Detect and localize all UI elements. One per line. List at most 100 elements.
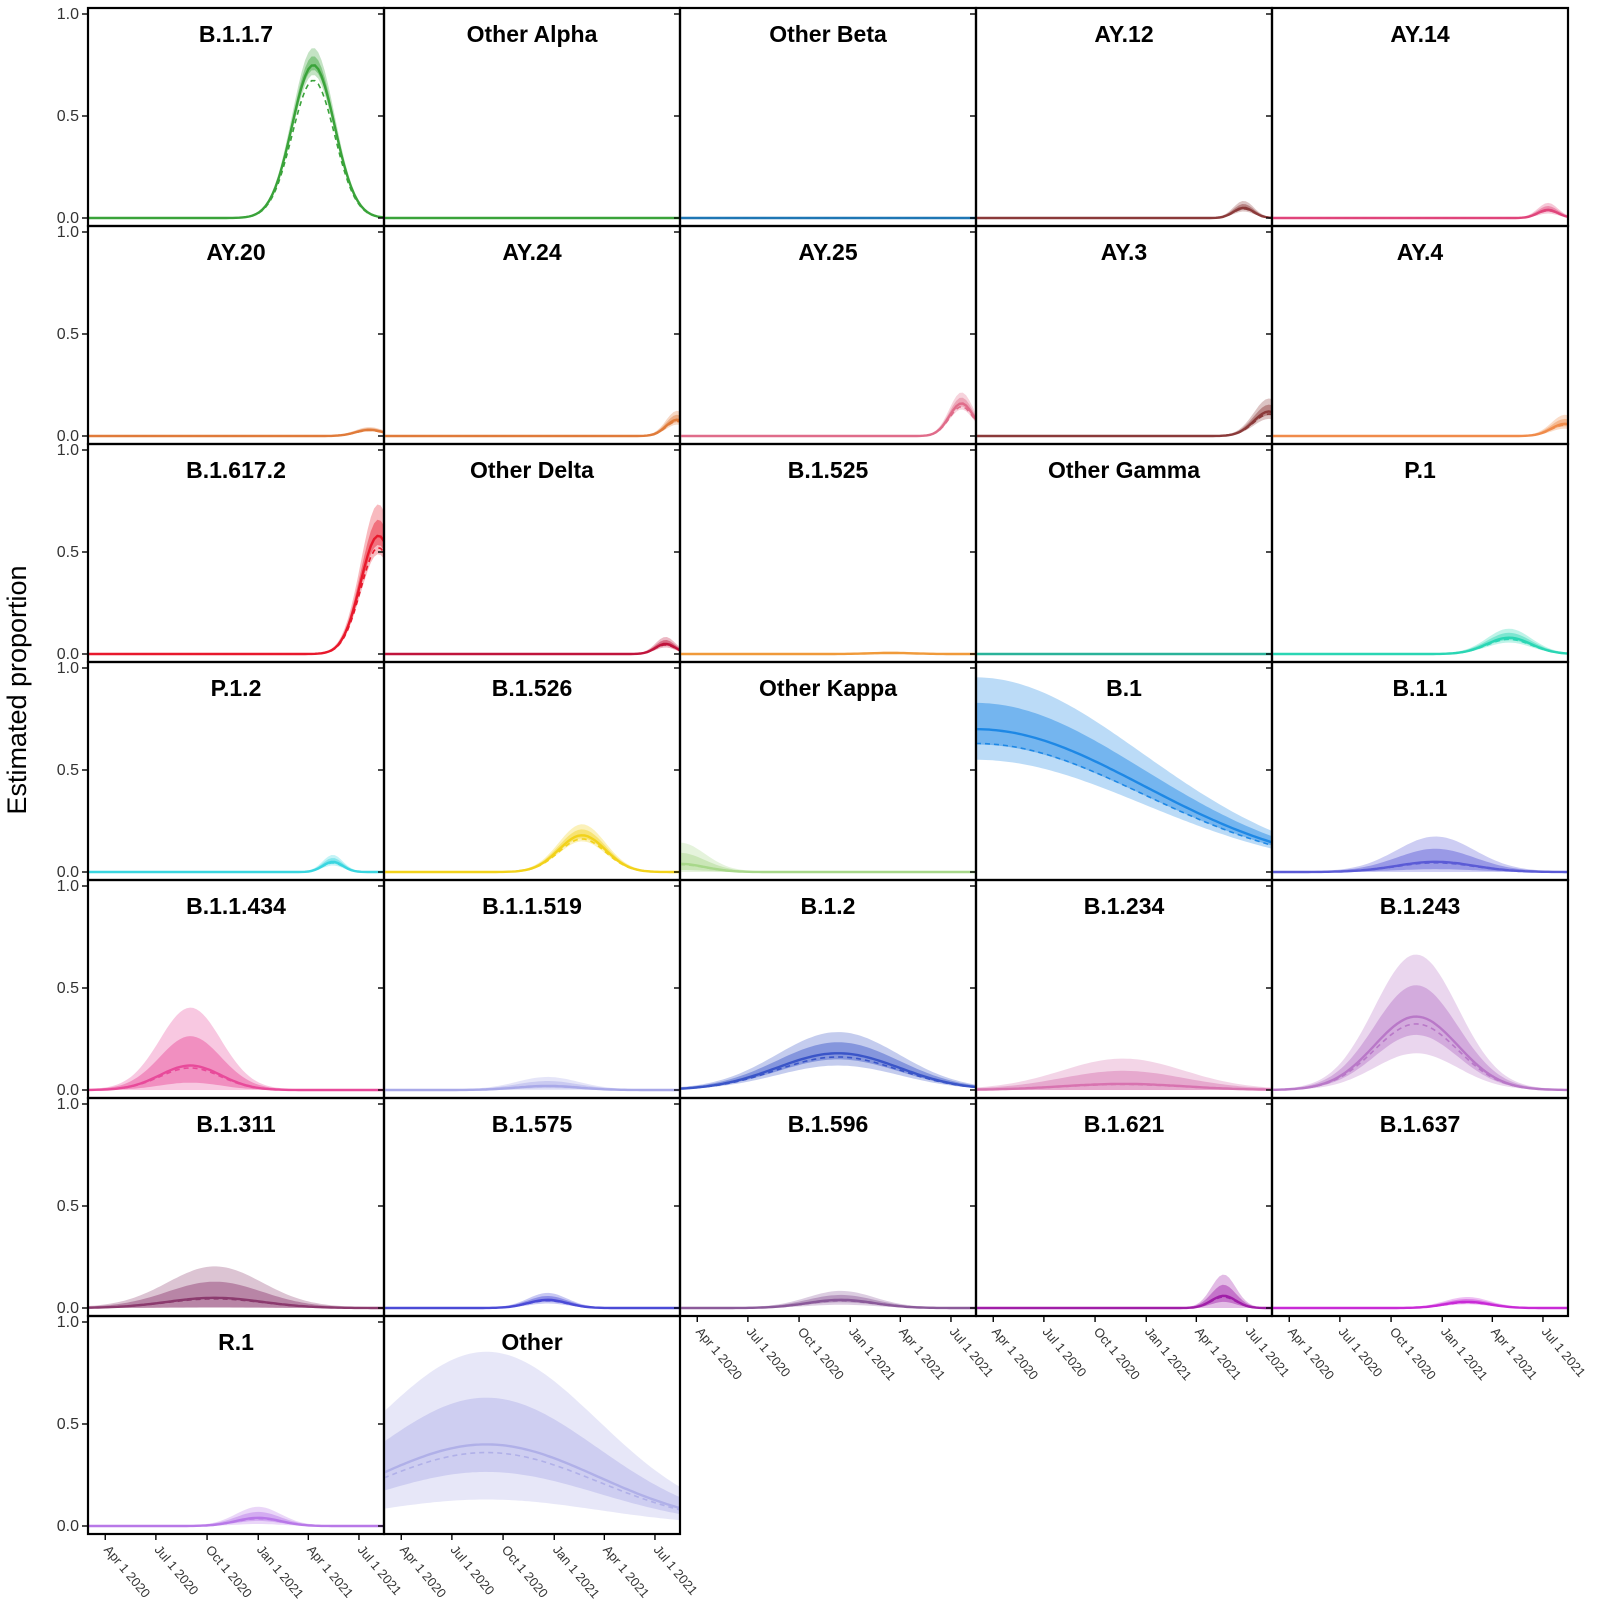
median-line [1272, 422, 1569, 438]
y-tick-label: 1.0 [57, 224, 79, 241]
outer-credible-band [976, 398, 1272, 436]
panel: AY.24 [378, 224, 682, 446]
y-tick-label: 1.0 [57, 660, 79, 677]
panel: AY.3 [970, 224, 1274, 446]
outer-credible-band [384, 1076, 680, 1090]
panel-title: P.1.2 [211, 675, 262, 701]
panel: Other Kappa [674, 660, 978, 882]
panel-title: B.1.621 [1084, 1111, 1165, 1137]
alternate-median-line [384, 1299, 680, 1309]
inner-credible-band [384, 640, 680, 654]
panel-title: AY.3 [1101, 239, 1147, 265]
median-line [384, 642, 681, 656]
outer-credible-band [1272, 836, 1568, 872]
x-tick-label: Jul 1 2020 [1336, 1324, 1386, 1380]
median-line [88, 428, 385, 438]
inner-credible-band [1272, 848, 1568, 872]
inner-credible-band [976, 1070, 1272, 1090]
x-tick-label: Jan 1 2021 [1142, 1324, 1195, 1383]
alternate-median-line [384, 1085, 680, 1091]
x-tick-label: Apr 1 2021 [304, 1542, 356, 1600]
alternate-median-line [680, 405, 977, 437]
outer-credible-band [384, 637, 680, 654]
y-tick-label: 0.5 [57, 1198, 79, 1215]
inner-credible-band [1272, 985, 1568, 1090]
panel-title: P.1 [1404, 457, 1436, 483]
alternate-median-line [1272, 209, 1569, 219]
alternate-median-line [975, 1083, 1272, 1091]
panel-title: B.1.311 [196, 1111, 275, 1137]
panel-title: B.1.596 [788, 1111, 869, 1137]
inner-credible-band [976, 1284, 1272, 1308]
y-tick-label: 0.5 [57, 108, 79, 125]
y-tick-label: 0.5 [57, 1416, 79, 1433]
inner-credible-band [88, 56, 384, 218]
x-tick-label: Apr 1 2020 [1285, 1324, 1337, 1382]
outer-credible-band [384, 824, 680, 872]
median-line [383, 1443, 681, 1510]
panel: B.1.234 [970, 878, 1274, 1100]
panel-title: Other [501, 1329, 562, 1355]
inner-credible-band [976, 702, 1272, 846]
panel-title: B.1.525 [788, 457, 869, 483]
panel: P.1 [1266, 442, 1570, 664]
panel-title: AY.12 [1094, 21, 1153, 47]
x-tick-label: Apr 1 2021 [896, 1324, 948, 1382]
y-tick-label: 0.0 [57, 1082, 79, 1099]
panel-title: B.1.243 [1380, 893, 1461, 919]
panel: B.1.1.7 0.0 0.5 1.0 [57, 6, 386, 228]
x-tick-label: Apr 1 2021 [1192, 1324, 1244, 1382]
outer-credible-band [88, 1266, 384, 1308]
panel-title: B.1.2 [801, 893, 856, 919]
panel-title: AY.25 [798, 239, 857, 265]
panel: B.1.243 [1266, 878, 1570, 1100]
panel: AY.12 [970, 6, 1274, 228]
panel-title: AY.20 [206, 239, 265, 265]
x-tick-label: Jul 1 2021 [1539, 1324, 1589, 1380]
outer-credible-band [1272, 414, 1568, 436]
panel-title: Other Beta [769, 21, 887, 47]
panels-grid: B.1.1.7 0.0 0.5 1.0 Other Alpha Other Beta AY.… [57, 6, 1589, 1600]
x-tick-label: Apr 1 2020 [989, 1324, 1041, 1382]
y-tick-label: 0.0 [57, 1300, 79, 1317]
panel-title: R.1 [218, 1329, 254, 1355]
panel: Other Alpha [378, 6, 682, 228]
inner-credible-band [976, 404, 1272, 436]
alternate-median-line [88, 79, 385, 219]
x-tick-label: Jan 1 2021 [550, 1542, 603, 1600]
outer-credible-band [976, 677, 1272, 849]
x-tick-label: Jul 1 2021 [651, 1542, 701, 1598]
panel-title: Other Gamma [1048, 457, 1200, 483]
median-line [384, 418, 681, 438]
panel-title: B.1.234 [1084, 893, 1165, 919]
inner-credible-band [88, 1281, 384, 1308]
panel-title: AY.4 [1397, 239, 1444, 265]
x-tick-label: Jul 1 2020 [744, 1324, 794, 1380]
alternate-median-line [88, 429, 385, 437]
outer-credible-band [384, 1292, 680, 1308]
y-tick-label: 1.0 [57, 878, 79, 895]
x-tick-label: Jan 1 2021 [1438, 1324, 1491, 1383]
alternate-median-line [976, 208, 1273, 219]
x-tick-label: Oct 1 2020 [1091, 1324, 1143, 1382]
median-line [680, 402, 978, 438]
alternate-median-line [384, 644, 681, 655]
median-line [88, 860, 384, 874]
alternate-median-line [1272, 638, 1569, 655]
y-tick-label: 0.0 [57, 428, 79, 445]
x-tick-label: Apr 1 2021 [600, 1542, 652, 1600]
alternate-median-line [384, 838, 680, 873]
outer-credible-band [680, 392, 976, 436]
alternate-median-line [88, 546, 385, 655]
panel: B.1.1.434 0.0 0.5 1.0 [57, 878, 386, 1100]
inner-credible-band [88, 519, 384, 654]
panel-title: B.1.1 [1393, 675, 1448, 701]
median-line [1272, 208, 1569, 220]
x-tick-label: Jul 1 2020 [1040, 1324, 1090, 1380]
panel-title: B.1 [1106, 675, 1142, 701]
